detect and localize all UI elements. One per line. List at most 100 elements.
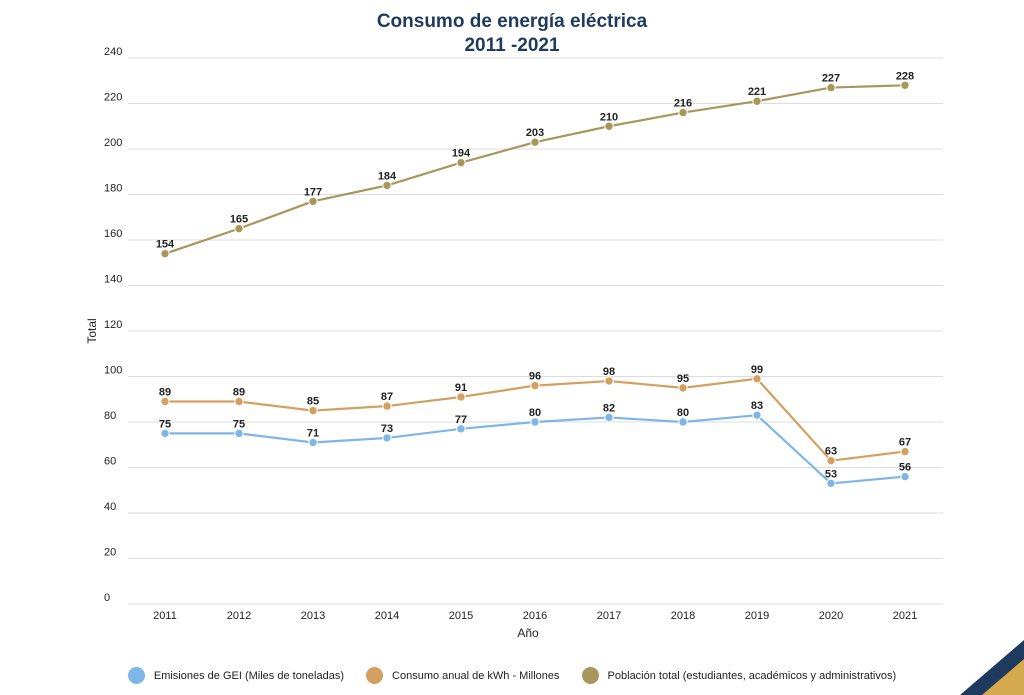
legend-swatch (581, 667, 599, 684)
data-point (752, 374, 762, 384)
legend-label: Emisiones de GEI (Miles de toneladas) (153, 669, 345, 682)
grid-lines (128, 57, 943, 605)
data-label: 96 (529, 371, 541, 383)
data-point (826, 455, 836, 466)
y-tick-label: 40 (104, 501, 116, 513)
data-label: 91 (455, 382, 467, 394)
data-point (160, 248, 170, 259)
y-tick-label: 140 (104, 274, 122, 286)
data-point (382, 180, 392, 191)
data-label: 89 (159, 387, 171, 399)
data-point (826, 82, 836, 93)
y-tick-labels: 0 20 40 60 80 100 120 140 160 180 200 220 240 (104, 46, 122, 604)
y-tick-label: 60 (104, 456, 116, 468)
data-point (604, 121, 614, 131)
data-label: 165 (230, 214, 248, 226)
data-label: 177 (304, 186, 322, 198)
legend-label: Población total (estudiantes, académicos… (607, 669, 897, 682)
x-tick-label: 2017 (597, 610, 621, 622)
data-point (604, 412, 614, 423)
x-tick-label: 2011 (153, 610, 177, 622)
data-label: 56 (899, 462, 911, 474)
x-tick-labels: 2011 2012 2013 2014 2015 2016 2017 2018 2019 2020… (153, 610, 917, 622)
data-point (382, 433, 392, 443)
x-tick-label: 2014 (375, 610, 399, 622)
y-tick-label: 200 (104, 137, 122, 149)
data-point (308, 196, 318, 207)
data-point (160, 428, 170, 439)
data-label: 71 (307, 427, 319, 439)
corner-decoration (960, 640, 1024, 695)
data-point (456, 424, 466, 434)
data-point (530, 137, 540, 147)
data-point (308, 437, 318, 448)
x-tick-label: 2020 (819, 610, 843, 622)
data-point (900, 471, 910, 482)
data-point (234, 223, 244, 234)
x-tick-label: 2021 (893, 610, 917, 622)
data-point (900, 80, 910, 91)
data-point (900, 446, 910, 457)
data-point (234, 428, 244, 439)
x-tick-label: 2012 (227, 610, 251, 622)
data-label: 73 (381, 423, 393, 435)
x-tick-label: 2015 (449, 610, 473, 622)
data-label: 99 (751, 364, 763, 376)
x-tick-label: 2019 (745, 610, 769, 622)
legend-item: Emisiones de GEI (Miles de toneladas) (127, 667, 345, 684)
data-point (234, 396, 244, 407)
data-label: 194 (452, 148, 471, 160)
data-point (604, 376, 614, 386)
y-axis-label: Total (85, 318, 99, 343)
data-label: 87 (381, 391, 393, 403)
data-label: 95 (677, 373, 689, 385)
series-2: 89 89 85 87 91 96 98 95 99 63 67 (159, 364, 911, 466)
data-label: 98 (603, 366, 615, 378)
data-label: 154 (156, 239, 175, 251)
y-tick-label: 160 (104, 228, 122, 240)
data-label: 221 (748, 86, 766, 98)
y-tick-label: 20 (104, 547, 116, 559)
x-tick-label: 2018 (671, 610, 695, 622)
data-label: 80 (677, 407, 689, 419)
legend-swatch (127, 667, 145, 684)
chart-subtitle: 2011 -2021 (464, 35, 560, 56)
data-point (752, 410, 762, 420)
x-axis-label: Año (517, 626, 539, 640)
data-point (678, 107, 688, 118)
data-label: 80 (529, 407, 541, 419)
data-label: 203 (526, 127, 544, 139)
data-point (456, 157, 466, 168)
legend-swatch (366, 667, 384, 684)
data-point (456, 392, 466, 402)
data-point (678, 417, 688, 427)
data-point (530, 380, 540, 391)
data-point (382, 401, 392, 411)
data-label: 227 (822, 73, 840, 85)
y-tick-label: 80 (104, 410, 116, 422)
legend-item: Consumo anual de kWh - Millones (366, 667, 560, 684)
series-group: 75 75 71 73 77 80 82 80 83 53 56 89 89 85 87 91 96 98 95 99… (156, 70, 914, 489)
series-line (164, 84, 906, 255)
data-point (530, 417, 540, 427)
data-label: 216 (674, 98, 692, 110)
y-tick-label: 0 (104, 592, 110, 604)
y-tick-label: 180 (104, 183, 122, 195)
data-label: 53 (825, 468, 837, 480)
chart-title-block: Consumo de energía eléctrica 2011 -2021 (0, 10, 1024, 58)
legend-item: Población total (estudiantes, académicos… (581, 667, 897, 684)
data-label: 89 (233, 387, 245, 399)
data-label: 83 (751, 400, 763, 412)
data-label: 77 (455, 414, 467, 426)
legend-label: Consumo anual de kWh - Millones (392, 669, 560, 682)
data-label: 75 (159, 418, 171, 430)
data-label: 210 (600, 111, 618, 123)
series-1: 75 75 71 73 77 80 82 80 83 53 56 (159, 400, 911, 489)
data-label: 75 (233, 418, 245, 430)
data-label: 82 (603, 402, 615, 414)
legend: Emisiones de GEI (Miles de toneladas) Con… (0, 667, 1024, 684)
corner-gold-band (982, 659, 1024, 695)
x-tick-label: 2016 (523, 610, 547, 622)
